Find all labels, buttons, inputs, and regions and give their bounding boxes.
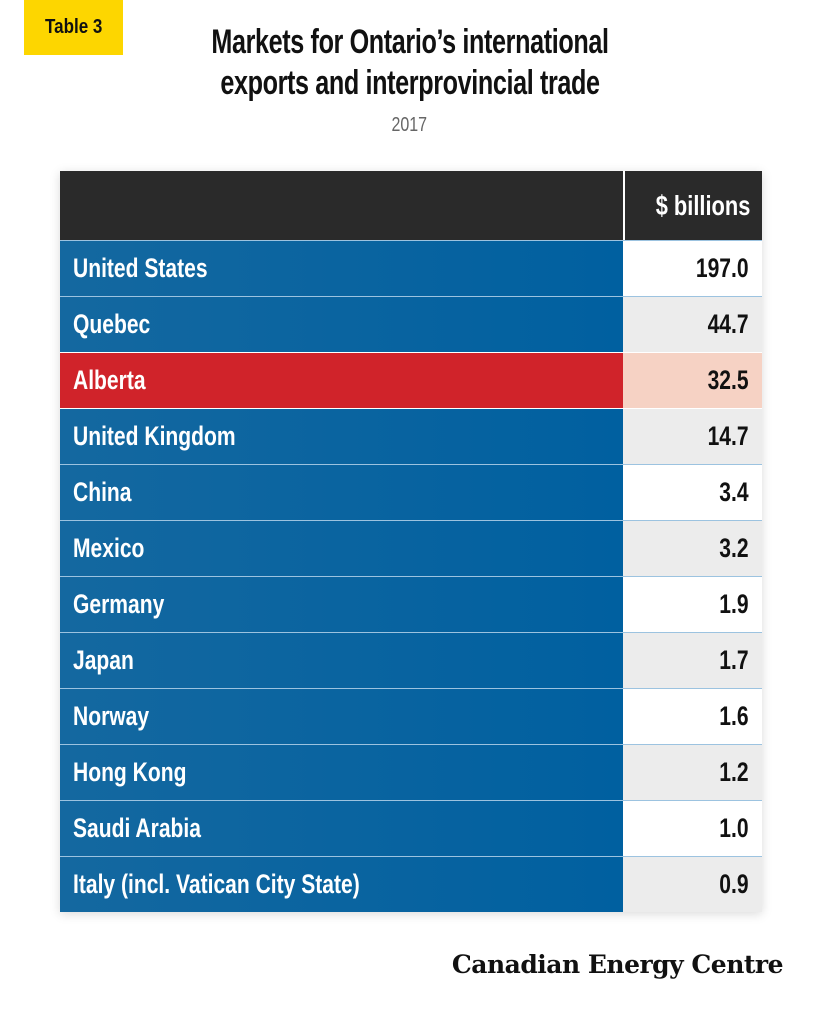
page-title: Markets for Ontario’s international expo… [130, 22, 690, 104]
row-label-text: Italy (incl. Vatican City State) [73, 869, 360, 899]
subtitle-text: 2017 [391, 114, 428, 136]
row-value: 0.9 [623, 857, 762, 912]
table-row: Italy (incl. Vatican City State) 0.9 [60, 856, 762, 912]
row-value-text: 32.5 [708, 365, 749, 395]
row-value: 1.6 [623, 689, 762, 744]
row-value-text: 1.0 [719, 813, 749, 843]
row-label: Germany [60, 577, 623, 632]
row-label: Italy (incl. Vatican City State) [60, 857, 623, 912]
row-label-text: United Kingdom [73, 421, 236, 451]
row-label: Mexico [60, 521, 623, 576]
row-value-text: 3.4 [719, 477, 749, 507]
table-row: Germany 1.9 [60, 576, 762, 632]
row-label: Norway [60, 689, 623, 744]
row-label-text: Mexico [73, 533, 145, 563]
row-label: Quebec [60, 297, 623, 352]
row-label: Alberta [60, 353, 623, 408]
table-row: Hong Kong 1.2 [60, 744, 762, 800]
row-label: Hong Kong [60, 745, 623, 800]
row-label: United States [60, 241, 623, 296]
row-label-text: Norway [73, 701, 150, 731]
table-row: Alberta 32.5 [60, 352, 762, 408]
row-label-text: China [73, 477, 132, 507]
row-value-text: 197.0 [696, 253, 749, 283]
table-header: $ billions [60, 171, 762, 240]
row-value-text: 1.9 [719, 589, 749, 619]
row-label: Japan [60, 633, 623, 688]
table-row: United Kingdom 14.7 [60, 408, 762, 464]
table-row: Quebec 44.7 [60, 296, 762, 352]
data-table: $ billions United States 197.0 Quebec 44.7 A… [60, 171, 762, 912]
logo: Canadian Energy Centre [451, 950, 784, 979]
badge-text: Table 3 [44, 16, 103, 38]
value-header: $ billions [655, 189, 750, 221]
row-label-text: Quebec [73, 309, 151, 339]
row-value: 32.5 [623, 353, 762, 408]
row-value: 1.7 [623, 633, 762, 688]
row-value: 1.0 [623, 801, 762, 856]
header-value-cell: $ billions [623, 171, 762, 240]
row-label-text: Japan [73, 645, 134, 675]
row-label: China [60, 465, 623, 520]
row-value-text: 1.6 [719, 701, 749, 731]
row-label-text: Germany [73, 589, 165, 619]
table-row: Saudi Arabia 1.0 [60, 800, 762, 856]
row-value: 44.7 [623, 297, 762, 352]
table-row: United States 197.0 [60, 240, 762, 296]
table-row: Japan 1.7 [60, 632, 762, 688]
row-value: 3.2 [623, 521, 762, 576]
row-value: 1.2 [623, 745, 762, 800]
row-value-text: 1.7 [719, 645, 749, 675]
row-value: 3.4 [623, 465, 762, 520]
subtitle: 2017 [0, 114, 819, 137]
row-value-text: 0.9 [719, 869, 749, 899]
table-number-badge: Table 3 [24, 0, 123, 55]
row-value: 14.7 [623, 409, 762, 464]
row-value: 1.9 [623, 577, 762, 632]
row-label-text: United States [73, 253, 208, 283]
table-row: China 3.4 [60, 464, 762, 520]
row-label: United Kingdom [60, 409, 623, 464]
table-row: Norway 1.6 [60, 688, 762, 744]
row-label-text: Alberta [73, 365, 146, 395]
row-value: 197.0 [623, 241, 762, 296]
row-value-text: 44.7 [708, 309, 749, 339]
row-value-text: 14.7 [708, 421, 749, 451]
row-value-text: 3.2 [719, 533, 749, 563]
row-label-text: Hong Kong [73, 757, 187, 787]
table-row: Mexico 3.2 [60, 520, 762, 576]
row-label-text: Saudi Arabia [73, 813, 201, 843]
header-label-cell [60, 171, 623, 240]
row-value-text: 1.2 [719, 757, 749, 787]
row-label: Saudi Arabia [60, 801, 623, 856]
title-line-1: Markets for Ontario’s international [211, 23, 609, 61]
title-line-2: exports and interprovincial trade [220, 64, 600, 102]
